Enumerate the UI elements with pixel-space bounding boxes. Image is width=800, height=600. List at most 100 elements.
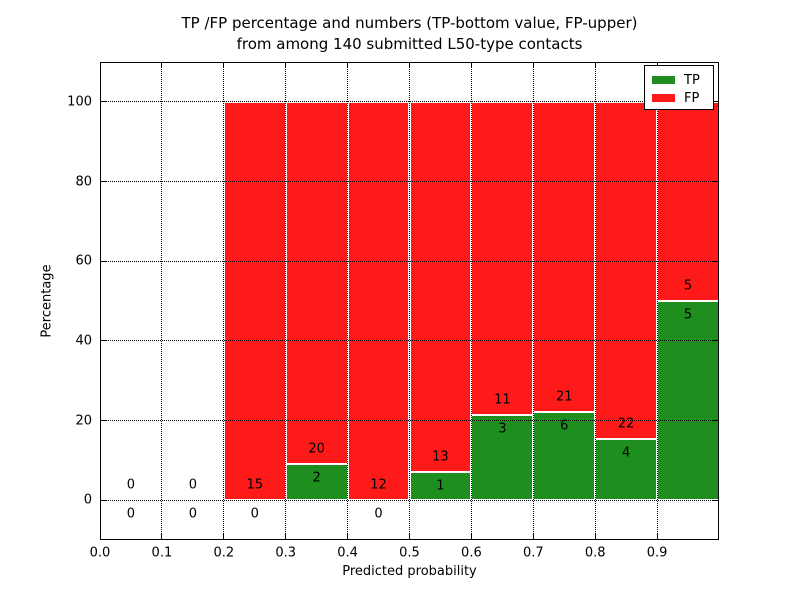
- x-tick-label: 0.3: [275, 545, 297, 561]
- tick-mark: [656, 534, 658, 539]
- chart-title-line1: TP /FP percentage and numbers (TP-bottom…: [181, 14, 638, 32]
- gridline-vertical: [532, 62, 534, 540]
- bar-value-label-fp: 20: [308, 441, 325, 457]
- bar-value-label-tp: 6: [560, 418, 569, 434]
- bar-value-label-tp: 4: [622, 445, 631, 461]
- y-tick-label: 0: [83, 492, 92, 508]
- fp-color-swatch-icon: [652, 94, 675, 102]
- gridline-vertical: [409, 62, 410, 540]
- bar-value-label-fp: 15: [246, 477, 264, 493]
- tick-mark: [99, 534, 101, 539]
- tp-color-swatch-icon: [652, 76, 675, 84]
- bar-segment-fp: [595, 101, 658, 439]
- x-tick-label: 0.7: [522, 545, 544, 561]
- gridline-vertical: [347, 62, 349, 540]
- legend-entry-fp: FP: [652, 89, 706, 107]
- bar-value-label-fp: 11: [494, 392, 511, 408]
- legend: TP FP: [644, 65, 714, 110]
- bar-value-label-tp: 0: [126, 506, 136, 522]
- chart-title: TP /FP percentage and numbers (TP-bottom…: [100, 13, 719, 55]
- legend-label-fp: FP: [684, 90, 700, 106]
- bar-value-label-fp: 12: [370, 477, 387, 493]
- bar-value-label-tp: 3: [498, 421, 507, 437]
- gridline-vertical: [656, 62, 658, 540]
- bar-value-label-fp: 13: [432, 449, 449, 465]
- tick-mark: [101, 499, 106, 501]
- legend-label-tp: TP: [684, 72, 700, 88]
- bar-segment-fp: [285, 101, 348, 464]
- bar-segment-fp: [409, 101, 472, 472]
- bar-segment-fp: [223, 101, 286, 501]
- bar-segment-tp: [595, 438, 658, 501]
- y-tick-label: 40: [75, 333, 92, 349]
- bar-segment-fp: [347, 101, 410, 501]
- tick-mark: [713, 499, 718, 501]
- x-tick-label: 0.1: [151, 545, 173, 561]
- gridline-horizontal: [100, 340, 719, 342]
- bar-value-label-tp: 1: [436, 478, 445, 494]
- gridline-horizontal: [100, 260, 719, 262]
- tick-mark: [532, 534, 534, 539]
- bar-value-label-tp: 2: [312, 470, 321, 486]
- bar-value-label-fp: 21: [555, 389, 573, 405]
- bar-value-label-tp: 0: [188, 506, 197, 522]
- bar-value-label-tp: 0: [250, 506, 259, 522]
- legend-entry-tp: TP: [652, 71, 706, 89]
- x-tick-label: 0.5: [399, 545, 420, 561]
- tick-mark: [285, 534, 287, 539]
- x-tick-label: 0.4: [337, 545, 358, 561]
- bar-segment-tp: [285, 463, 348, 501]
- x-tick-label: 0.9: [646, 545, 668, 561]
- bar-value-label-fp: 0: [188, 477, 197, 493]
- x-tick-label: 0.0: [89, 545, 111, 561]
- tick-mark: [101, 181, 106, 182]
- tick-mark: [101, 101, 106, 103]
- tick-mark: [409, 534, 410, 539]
- tick-mark: [713, 181, 718, 182]
- tick-mark: [347, 534, 349, 539]
- gridline-vertical: [594, 62, 596, 540]
- tick-mark: [470, 534, 472, 539]
- bar-value-label-fp: 22: [617, 416, 635, 432]
- tick-mark: [99, 63, 101, 68]
- gridline-vertical: [161, 62, 163, 540]
- tick-mark: [713, 340, 718, 342]
- tick-mark: [713, 420, 718, 421]
- tick-mark: [594, 63, 596, 68]
- gridline-horizontal: [100, 101, 719, 103]
- y-tick-label: 20: [75, 413, 92, 428]
- tick-mark: [409, 63, 410, 68]
- tick-mark: [101, 260, 106, 262]
- tick-mark: [285, 63, 287, 68]
- x-axis-label: Predicted probability: [342, 564, 477, 579]
- tick-mark: [347, 63, 349, 68]
- y-tick-label: 80: [75, 174, 92, 189]
- bar-value-label-fp: 5: [683, 278, 693, 294]
- gridline-horizontal: [100, 181, 719, 182]
- y-axis-label: Percentage: [39, 264, 55, 338]
- bar-value-label-fp: 0: [126, 477, 136, 493]
- tick-mark: [223, 534, 225, 539]
- tick-mark: [101, 340, 106, 342]
- tick-mark: [594, 534, 596, 539]
- gridline-horizontal: [100, 499, 719, 501]
- gridline-vertical: [223, 62, 225, 540]
- tick-mark: [101, 420, 106, 421]
- tick-mark: [713, 101, 718, 103]
- tick-mark: [161, 534, 163, 539]
- tick-mark: [532, 63, 534, 68]
- tick-mark: [470, 63, 472, 68]
- gridline-horizontal: [100, 420, 719, 421]
- chart-title-line2: from among 140 submitted L50-type contac…: [236, 35, 583, 53]
- bar-segment-tp: [533, 411, 596, 501]
- bar-value-label-tp: 5: [683, 307, 693, 323]
- tick-mark: [223, 63, 225, 68]
- y-tick-label: 100: [67, 94, 92, 110]
- tick-mark: [161, 63, 163, 68]
- x-tick-label: 0.8: [584, 545, 606, 561]
- gridline-vertical: [470, 62, 472, 540]
